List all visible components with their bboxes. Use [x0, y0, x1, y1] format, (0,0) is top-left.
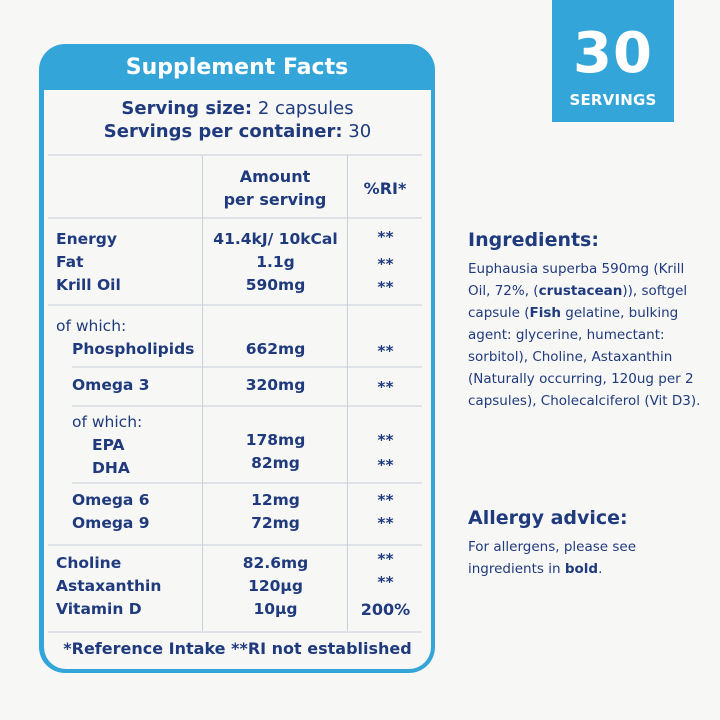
row-name: Energy [56, 230, 117, 248]
divider [48, 154, 422, 156]
divider [72, 366, 422, 368]
header-ri: %RI* [363, 179, 407, 198]
column-divider [347, 155, 348, 631]
panel-title: Supplement Facts [125, 55, 349, 80]
row-ri: ** [377, 342, 394, 360]
serving-size: Serving size: 2 capsules [44, 98, 431, 120]
allergy-section: Allergy advice: For allergens, please se… [468, 506, 718, 580]
ingredients-heading: Ingredients: [468, 229, 599, 251]
header-amount-line2: per serving [223, 190, 327, 209]
serving-size-value: 2 capsules [257, 98, 354, 119]
serving-size-label: Serving size: [121, 98, 253, 119]
servings-label: SERVINGS [569, 91, 657, 109]
allergy-bold-word: bold [564, 561, 599, 577]
divider [48, 217, 422, 219]
row-name: Omega 9 [72, 514, 150, 532]
ingredients-text-part: )), softgel capsule ( [468, 283, 688, 321]
row-ri: 200% [360, 600, 411, 619]
row-name: Omega 3 [72, 376, 150, 394]
row-ri: ** [377, 573, 394, 591]
row-ri: ** [377, 378, 394, 396]
allergy-text: For allergens, please see ingredients in… [468, 536, 678, 580]
header-amount: Amount per serving [203, 165, 347, 211]
row-name: DHA [92, 459, 130, 477]
row-amount: 41.4kJ/ 10kCal [213, 230, 338, 248]
row-amount: 662mg [245, 340, 306, 358]
servings-count: 30 [573, 21, 653, 86]
allergy-text-part: . [598, 561, 603, 577]
row-name: Astaxanthin [56, 577, 162, 595]
divider [48, 544, 422, 546]
row-name: EPA [92, 436, 125, 454]
allergen-crustacean: crustacean [538, 283, 623, 299]
row-subheading: of which: [72, 413, 143, 431]
ingredients-text-part: gelatine, bulking agent: glycerine, hume… [468, 305, 701, 409]
row-amount: 82.6mg [242, 554, 309, 572]
servings-per-container-label: Servings per container: [103, 121, 343, 142]
ingredients-text-part: Euphausia superba 590mg (Krill Oil, 72%,… [468, 261, 685, 299]
row-amount: 82mg [251, 454, 300, 472]
divider [48, 631, 422, 633]
servings-per-container: Servings per container: 30 [44, 121, 431, 143]
row-amount: 120µg [248, 577, 303, 595]
row-name: Fat [56, 253, 84, 271]
allergen-fish: Fish [529, 305, 561, 321]
row-subheading: of which: [56, 317, 127, 335]
row-ri: ** [377, 491, 394, 509]
divider [48, 304, 422, 306]
facts-table-area: Serving size: 2 capsules Servings per co… [44, 90, 431, 669]
column-divider [202, 155, 203, 631]
row-amount: 320mg [245, 376, 306, 394]
row-amount: 178mg [245, 431, 306, 449]
row-ri: ** [377, 431, 394, 449]
row-name: Krill Oil [56, 276, 121, 294]
supplement-facts-panel: Supplement Facts Serving size: 2 capsule… [39, 44, 435, 673]
divider [72, 482, 422, 484]
row-ri: ** [377, 514, 394, 532]
row-ri: ** [377, 456, 394, 474]
row-name: Phospholipids [72, 340, 195, 358]
servings-per-container-value: 30 [348, 121, 372, 142]
divider [72, 405, 422, 407]
allergy-text-part: For allergens, please see ingredients in [468, 539, 636, 577]
row-name: Omega 6 [72, 491, 150, 509]
ingredients-section: Ingredients: Euphausia superba 590mg (Kr… [468, 228, 718, 412]
allergy-heading: Allergy advice: [468, 507, 628, 529]
row-amount: 590mg [245, 276, 306, 294]
row-amount: 12mg [251, 491, 300, 509]
row-ri: ** [377, 228, 394, 246]
servings-badge: 30 SERVINGS [552, 0, 674, 122]
row-amount: 10µg [253, 600, 298, 618]
ingredients-text: Euphausia superba 590mg (Krill Oil, 72%,… [468, 258, 708, 412]
row-ri: ** [377, 550, 394, 568]
row-amount: 1.1g [256, 253, 295, 271]
footnote: *Reference Intake **RI not established [63, 639, 412, 658]
row-amount: 72mg [251, 514, 300, 532]
row-name: Choline [56, 554, 122, 572]
header-amount-line1: Amount [239, 167, 311, 186]
row-name: Vitamin D [56, 600, 142, 618]
row-ri: ** [377, 278, 394, 296]
row-ri: ** [377, 255, 394, 273]
